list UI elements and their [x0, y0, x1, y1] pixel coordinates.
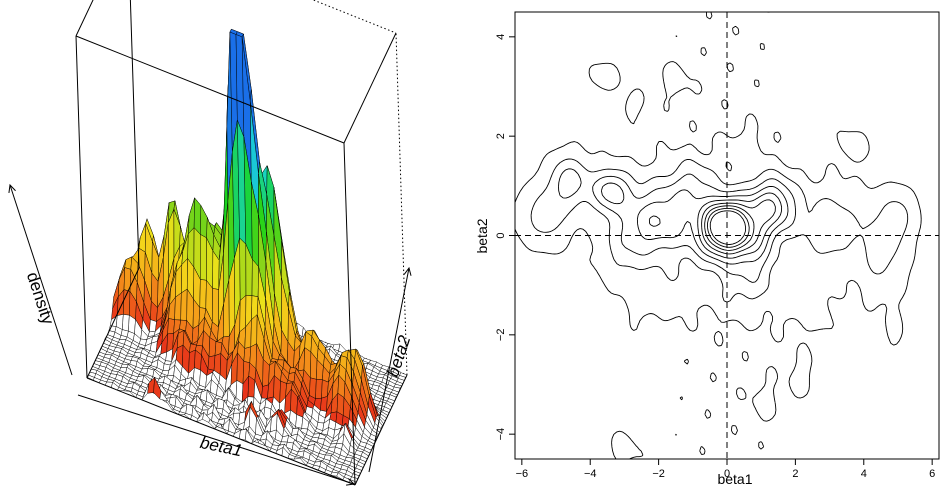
contour-line [558, 168, 797, 283]
x-tick-label: −2 [652, 468, 665, 480]
box-edge-hidden [311, 0, 397, 34]
surface-facet [122, 314, 130, 332]
contour-line [648, 192, 783, 259]
x-tick-label: 2 [792, 468, 798, 480]
box-edge [75, 35, 88, 379]
box-edge [86, 377, 356, 486]
surface-facet [212, 288, 219, 328]
contour-x-axis: −6 −4 −2 0 2 4 6 [516, 459, 935, 480]
z-axis-arrow [9, 184, 73, 376]
surface-facet [138, 223, 146, 253]
x-axis-arrow-head [346, 478, 356, 486]
x-tick-label: 6 [929, 468, 935, 480]
reference-lines [515, 12, 939, 459]
y-axis-arrow-head [403, 266, 412, 276]
x-tick-label: −6 [516, 468, 529, 480]
y-tick-label: −2 [495, 329, 507, 342]
surface-box-front [8, 0, 412, 486]
surface-plot-panel: density beta1 beta2 [8, 0, 415, 486]
y-tick-label: 2 [495, 133, 507, 139]
surface-facet [199, 279, 207, 309]
x-tick-label: 0 [724, 468, 730, 480]
surface-facet [315, 379, 323, 399]
box-edge [86, 267, 140, 379]
surface-facet [200, 204, 208, 239]
surface-facet [309, 377, 317, 399]
contour-y-axis: −4 −2 0 2 4 [495, 34, 515, 441]
surface-facet [174, 292, 182, 321]
contour-line [701, 199, 776, 255]
box-edge [75, 35, 345, 144]
x-tick-label: 4 [861, 468, 867, 480]
contour-plot-panel: −6 −4 −2 0 2 4 6 −4 −2 0 2 4 beta1 beta2 [474, 11, 940, 487]
contour-line [709, 210, 747, 245]
contour-line [704, 205, 755, 251]
surface-facet [180, 288, 188, 321]
surface-facet [320, 396, 328, 412]
contour-y-label: beta2 [474, 218, 490, 253]
surface-facet [250, 314, 258, 348]
surface-z-label: density [23, 270, 58, 328]
z-axis-arrow-head [8, 183, 16, 193]
contour-x-label: beta1 [717, 471, 752, 487]
contour-line [600, 182, 789, 265]
contour-line [530, 158, 909, 303]
contour-line [514, 11, 922, 460]
surface-facet [200, 234, 207, 281]
y-axis-arrow [368, 267, 410, 473]
contour-line [707, 207, 750, 248]
box-edge [129, 0, 140, 269]
box-edge-hidden [395, 32, 408, 376]
box-edge [343, 32, 397, 144]
box-edge [343, 142, 356, 486]
surface-facet [239, 237, 247, 301]
box-edge [354, 374, 408, 486]
x-axis-arrow [77, 394, 355, 485]
density-surface [86, 28, 408, 485]
surface-y-label: beta2 [383, 333, 414, 380]
y-tick-label: −4 [495, 428, 507, 441]
box-edge [75, 0, 94, 37]
y-tick-label: 0 [495, 232, 507, 238]
y-tick-label: 4 [495, 34, 507, 40]
x-tick-label: −4 [584, 468, 597, 480]
surface-facet [239, 294, 247, 333]
